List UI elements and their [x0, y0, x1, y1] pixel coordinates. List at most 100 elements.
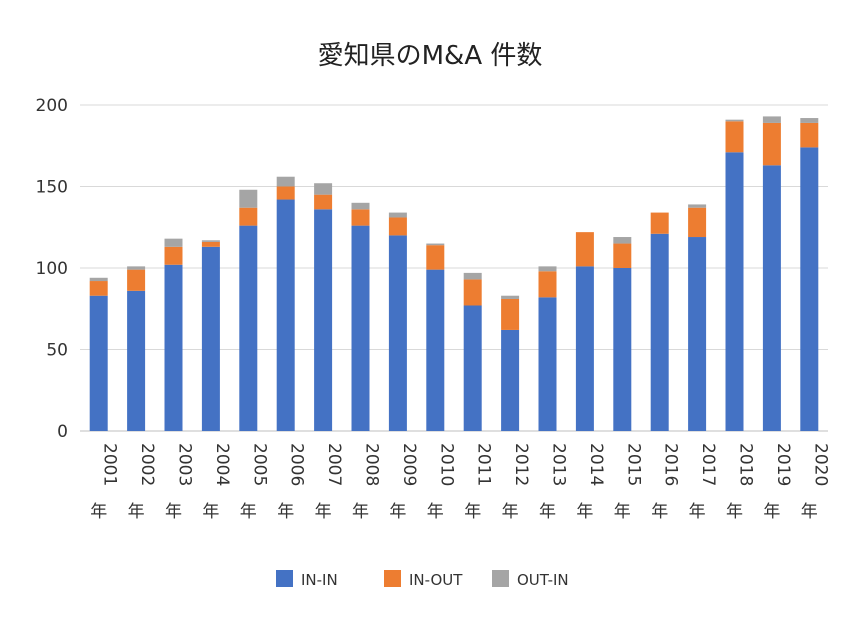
x-tick-unit: 年 [352, 502, 369, 522]
bar-out-in-2020 [800, 118, 819, 123]
bar-in-in-2002 [127, 290, 146, 431]
bar-in-out-2002 [127, 269, 146, 291]
x-tick-label-2001: 2001 年 [90, 443, 120, 522]
x-tick-unit: 年 [128, 502, 145, 522]
legend-label: IN-IN [301, 571, 338, 589]
bars [89, 116, 819, 431]
bar-out-in-2012 [501, 295, 520, 299]
y-tick-label: 0 [57, 422, 68, 442]
bar-in-in-2012 [501, 329, 520, 431]
x-tick-unit: 年 [614, 502, 631, 522]
legend-swatch [276, 570, 293, 587]
bar-in-in-2014 [575, 266, 594, 431]
x-tick-unit: 年 [315, 502, 332, 522]
bar-in-in-2009 [388, 235, 407, 431]
x-tick-year: 2005 [249, 443, 269, 486]
bar-in-out-2015 [613, 243, 632, 268]
x-tick-labels: 2001 年 2002 年 2003 年 2004 年 2005 年 2006 年 2007 年 2008 年… [90, 443, 830, 522]
bar-in-out-2010 [426, 245, 445, 270]
bar-in-out-2008 [351, 209, 370, 226]
bar-out-in-2005 [239, 189, 258, 208]
bar-in-in-2010 [426, 269, 445, 431]
bar-in-in-2004 [201, 246, 220, 431]
bar-out-in-2019 [762, 116, 781, 123]
x-tick-label-2009: 2009 年 [389, 443, 419, 522]
y-tick-label: 150 [36, 178, 68, 198]
x-tick-unit: 年 [502, 502, 519, 522]
bar-out-in-2009 [388, 212, 407, 218]
x-tick-label-2011: 2011 年 [464, 443, 494, 522]
x-tick-unit: 年 [277, 502, 294, 522]
x-tick-year: 2015 [623, 443, 643, 486]
x-tick-year: 2020 [810, 443, 830, 486]
x-tick-label-2005: 2005 年 [240, 443, 269, 522]
bar-in-out-2018 [725, 121, 744, 153]
x-tick-year: 2006 [287, 443, 307, 486]
bar-in-out-2001 [89, 281, 108, 296]
bar-in-out-2013 [538, 271, 557, 298]
bar-out-in-2013 [538, 266, 557, 272]
legend-item-in-out: IN-OUT [384, 570, 463, 589]
gridlines [80, 104, 828, 432]
x-tick-year: 2002 [137, 443, 157, 486]
bar-in-in-2008 [351, 225, 370, 431]
bar-in-out-2020 [800, 122, 819, 148]
x-tick-label-2004: 2004 年 [202, 443, 232, 522]
x-tick-unit: 年 [165, 502, 182, 522]
x-tick-unit: 年 [726, 502, 743, 522]
x-tick-label-2015: 2015 年 [614, 443, 644, 522]
x-tick-label-2006: 2006 年 [277, 443, 307, 522]
bar-in-out-2019 [762, 122, 781, 166]
legend-item-out-in: OUT-IN [492, 570, 569, 589]
x-tick-unit: 年 [427, 502, 444, 522]
x-tick-label-2019: 2019 年 [763, 443, 793, 522]
bar-in-out-2014 [575, 232, 594, 267]
y-tick-label: 200 [36, 96, 68, 116]
bar-in-out-2004 [201, 241, 220, 247]
bar-out-in-2006 [276, 176, 295, 187]
bar-out-in-2004 [201, 240, 220, 242]
x-tick-year: 2018 [736, 443, 756, 486]
legend-label: OUT-IN [517, 571, 569, 589]
x-tick-label-2012: 2012 年 [502, 443, 531, 522]
x-tick-year: 2019 [773, 443, 793, 486]
legend-item-in-in: IN-IN [276, 570, 338, 589]
x-tick-unit: 年 [464, 502, 481, 522]
bar-in-in-2001 [89, 295, 108, 431]
x-tick-label-2014: 2014 年 [576, 443, 606, 522]
bar-in-in-2003 [164, 264, 183, 431]
bar-in-out-2009 [388, 217, 407, 236]
y-tick-label: 50 [46, 341, 68, 361]
bar-in-out-2007 [314, 194, 333, 210]
x-tick-unit: 年 [539, 502, 556, 522]
bar-in-out-2003 [164, 246, 183, 265]
bar-out-in-2001 [89, 277, 108, 282]
bar-out-in-2002 [127, 266, 146, 270]
bar-in-in-2020 [800, 147, 819, 431]
bar-in-in-2007 [314, 209, 333, 431]
x-tick-year: 2008 [362, 443, 382, 486]
x-tick-year: 2007 [324, 443, 344, 486]
x-tick-unit: 年 [801, 502, 818, 522]
bar-in-in-2017 [688, 237, 707, 431]
bar-out-in-2017 [688, 204, 707, 208]
legend: IN-IN IN-OUT OUT-IN [276, 570, 569, 589]
x-tick-year: 2013 [549, 443, 569, 486]
x-tick-year: 2017 [698, 443, 718, 486]
x-tick-label-2013: 2013 年 [539, 443, 569, 522]
x-tick-label-2007: 2007 年 [315, 443, 345, 522]
x-tick-label-2010: 2010 年 [427, 443, 457, 522]
bar-out-in-2010 [426, 243, 445, 246]
x-tick-label-2020: 2020 年 [801, 443, 831, 522]
x-tick-unit: 年 [389, 502, 406, 522]
x-tick-unit: 年 [576, 502, 593, 522]
x-tick-unit: 年 [202, 502, 219, 522]
legend-swatch [384, 570, 401, 587]
bar-in-in-2013 [538, 297, 557, 431]
x-tick-year: 2009 [399, 443, 419, 486]
x-tick-unit: 年 [763, 502, 780, 522]
legend-label: IN-OUT [409, 571, 463, 589]
x-tick-year: 2003 [175, 443, 195, 486]
